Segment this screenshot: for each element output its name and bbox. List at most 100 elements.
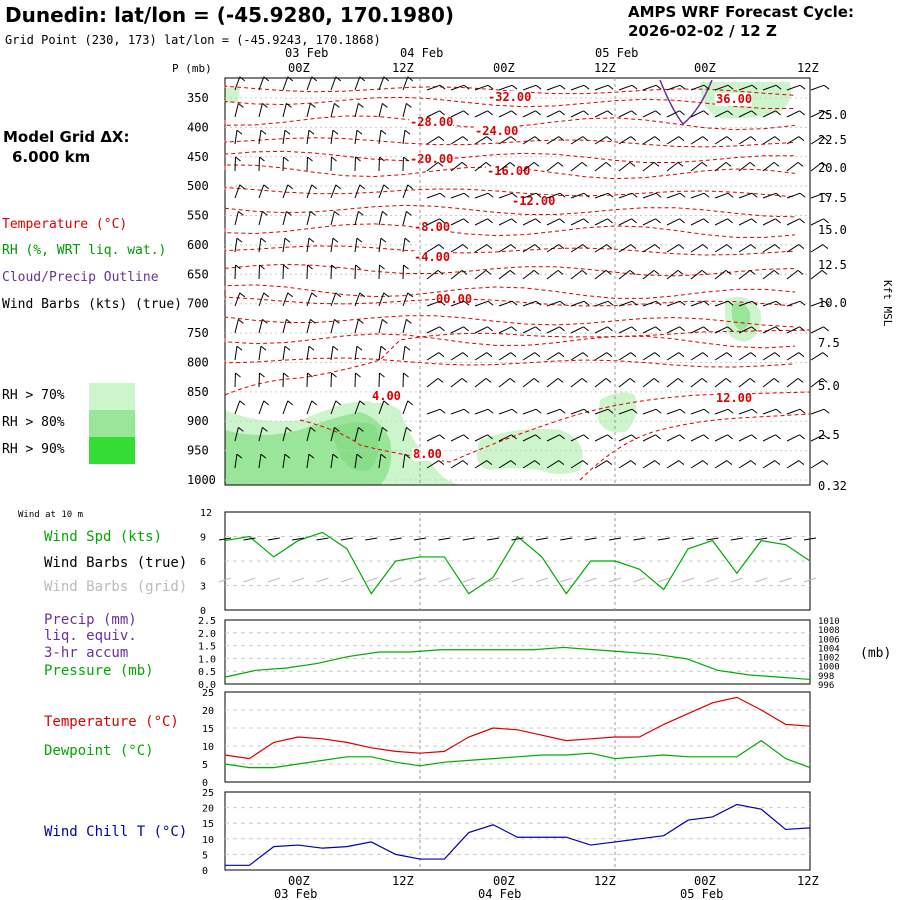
wind-barb-feather (462, 136, 469, 141)
windchill-tick: 5 (202, 850, 208, 861)
wind-barb (450, 161, 463, 172)
wind-barb (426, 434, 440, 442)
wind-barb-feather (382, 427, 388, 432)
wind-barb-feather (383, 292, 390, 298)
pressure-tick-label: 650 (187, 267, 209, 281)
wind-barb (666, 326, 680, 334)
wind-barb-feather (751, 434, 757, 440)
pressure-tick: 996 (818, 681, 834, 691)
wind-barb (810, 84, 825, 91)
wind-barb (450, 408, 465, 415)
wind-barb-feather (383, 400, 390, 406)
wind-barb (474, 244, 488, 253)
wind-barb-feather (677, 161, 684, 167)
wind-barb (666, 244, 680, 253)
wind-barb-feather (677, 377, 684, 383)
legend-wind-barbs: Wind Barbs (kts) (true) (2, 297, 183, 312)
wind-barb (258, 130, 262, 145)
height-tick-label: 25.0 (818, 108, 847, 122)
wind-barb (258, 427, 263, 442)
wind-barb-feather (404, 453, 411, 459)
wind-barb (666, 84, 681, 91)
pressure-tick: 1002 (818, 654, 840, 664)
wind-barb-10m (633, 537, 646, 541)
wind-barb-feather (259, 372, 265, 378)
wind-barb-feather (406, 427, 412, 432)
wind-barb-feather (310, 211, 316, 216)
wind-barb-feather (533, 269, 540, 275)
wind-barb-feather (823, 218, 829, 224)
wind-barb (618, 269, 631, 280)
wind-barb (546, 136, 560, 145)
height-tick-label: 22.5 (818, 133, 847, 147)
wind-barb-feather (535, 218, 541, 224)
wind-barb-feather (559, 110, 565, 116)
pressure-axis-label: P (mb) (172, 62, 212, 75)
wind-barb-feather (236, 237, 243, 243)
windchill-tick: 25 (202, 788, 214, 799)
wind-barb (642, 218, 656, 226)
wind-barb (426, 352, 440, 361)
wind-barb (354, 346, 358, 361)
wind-barb (714, 192, 729, 199)
wind-barb-feather (463, 408, 470, 414)
wind-barb (498, 244, 512, 253)
wind-barb (594, 84, 609, 91)
rh90-swatch (89, 437, 135, 464)
wind-barb-feather (821, 161, 828, 167)
wind-barb (690, 161, 703, 172)
wind-barb (258, 238, 262, 253)
wind-barb-feather (701, 377, 708, 383)
wind-barb-feather (355, 264, 361, 270)
wind-barb-feather (797, 377, 804, 383)
wind-barb-feather (703, 192, 710, 198)
wind-barb (762, 434, 776, 442)
wind-barb-feather (631, 326, 637, 332)
wind-barb (522, 460, 536, 469)
temperature-contour-label: -4.00 (414, 250, 450, 264)
wind-barb (474, 300, 489, 307)
wind-barb (354, 76, 361, 91)
wind-barb-feather (511, 192, 518, 198)
wind-barb-feather (775, 326, 781, 332)
wind-barb-feather (262, 427, 268, 432)
wind-barb (378, 292, 385, 307)
wind-barb-feather (238, 211, 244, 216)
wind-barb-feather (236, 129, 243, 135)
wind-barb (810, 408, 825, 415)
precip-tick: 2.0 (198, 629, 216, 640)
wind-barb-feather (703, 408, 710, 414)
hour-label-bottom: 00Z (694, 874, 716, 888)
wind-barb-grid (755, 577, 768, 583)
temperature-contour-label: -12.00 (512, 194, 555, 208)
wind-barb (426, 460, 440, 469)
wind-barb-feather (583, 110, 589, 116)
wind-barb-10m (657, 537, 670, 541)
wind-barb (642, 110, 656, 118)
wind-barb-feather (559, 84, 566, 90)
wind-barb-feather (583, 326, 589, 332)
wind-barb-feather (631, 110, 637, 116)
wind-barb-feather (485, 161, 492, 167)
wind-barb-feather (263, 184, 270, 190)
wind-barb (234, 292, 241, 307)
wind-barb-feather (379, 372, 385, 378)
wind-barb (330, 238, 334, 253)
wind-barb-feather (629, 161, 636, 167)
wind-barb (330, 346, 334, 361)
wind-barb (714, 300, 729, 307)
wind-barb (402, 238, 406, 253)
wind-barb (594, 269, 607, 280)
wind-barb-feather (439, 84, 446, 90)
wind-barb-feather (439, 434, 445, 440)
wind-barb (522, 300, 537, 307)
rh70-region-top-left (225, 88, 240, 104)
wind-barb (714, 244, 728, 253)
wind-barb (786, 352, 800, 361)
wind-barb-grid (633, 577, 646, 583)
pressure-tick: 1004 (818, 644, 840, 654)
wind-barb (786, 161, 799, 172)
hour-label-bottom: 12Z (797, 874, 819, 888)
wind-barb-feather (821, 269, 828, 275)
wind-barb-grid (243, 577, 256, 583)
